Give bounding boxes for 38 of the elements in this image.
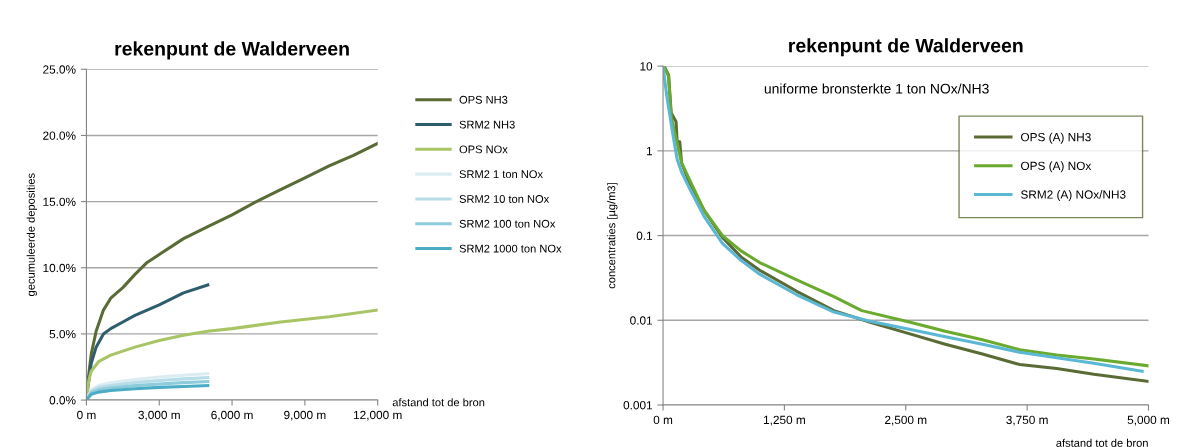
- y-tick-label: 15.0%: [43, 197, 76, 206]
- y-tick-label: 25.0%: [43, 65, 76, 74]
- y-tick-label: 5.0%: [49, 329, 76, 339]
- y-tick-label: 20.0%: [43, 131, 76, 140]
- y-tick-label: 0.01: [630, 316, 653, 325]
- x-tick-label: 3,000 m: [138, 410, 180, 421]
- x-tick-label: 0 m: [77, 410, 96, 420]
- legend-label: SRM2 10 ton NOx: [459, 195, 550, 203]
- legend-label: SRM2 100 ton NOx: [459, 219, 556, 228]
- x-axis-title: afstand tot de bron: [1056, 438, 1148, 447]
- y-tick-label: 0.1: [636, 231, 653, 240]
- x-tick-label: 3,750 m: [1006, 415, 1048, 426]
- legend-label: OPS NH3: [459, 95, 508, 104]
- x-tick-label: 0 m: [653, 415, 673, 425]
- legend-label: SRM2 (A) NOx/NH3: [1020, 190, 1126, 202]
- x-tick-label: 2,500 m: [885, 415, 927, 426]
- y-tick-label: 10.0%: [43, 263, 76, 273]
- y-tick-label: 0.001: [623, 401, 653, 410]
- legend-label: OPS NOx: [459, 145, 508, 154]
- y-tick-label: 10: [640, 62, 653, 71]
- legend-label: OPS (A) NOx: [1021, 161, 1092, 173]
- y-tick-label: 1: [646, 147, 653, 156]
- legend-label: SRM2 1 ton NOx: [459, 170, 543, 179]
- y-tick-label: 0.0%: [49, 396, 76, 405]
- x-tick-label: 6,000 m: [211, 410, 253, 421]
- legend-label: OPS (A) NH3: [1021, 132, 1091, 144]
- x-tick-label: 5,000 m: [1127, 415, 1170, 426]
- x-tick-label: 1,250 m: [763, 415, 805, 426]
- x-axis-title: afstand tot de bron: [392, 398, 485, 407]
- x-tick-label: 9,000 m: [284, 410, 326, 421]
- x-tick-label: 12,000 m: [353, 410, 402, 421]
- y-axis-title: gecumuleerde deposities: [26, 173, 37, 296]
- chart-title: rekenpunt de Walderveen: [115, 41, 349, 60]
- legend-label: SRM2 NH3: [459, 120, 515, 129]
- legend-label: SRM2 1000 ton NOx: [459, 244, 562, 253]
- annotation: uniforme bronsterkte 1 ton NOx/NH3: [764, 83, 989, 94]
- y-axis-title: concentraties [µg/m3]: [607, 183, 618, 289]
- chart-title: rekenpunt de Walderveen: [789, 38, 1023, 57]
